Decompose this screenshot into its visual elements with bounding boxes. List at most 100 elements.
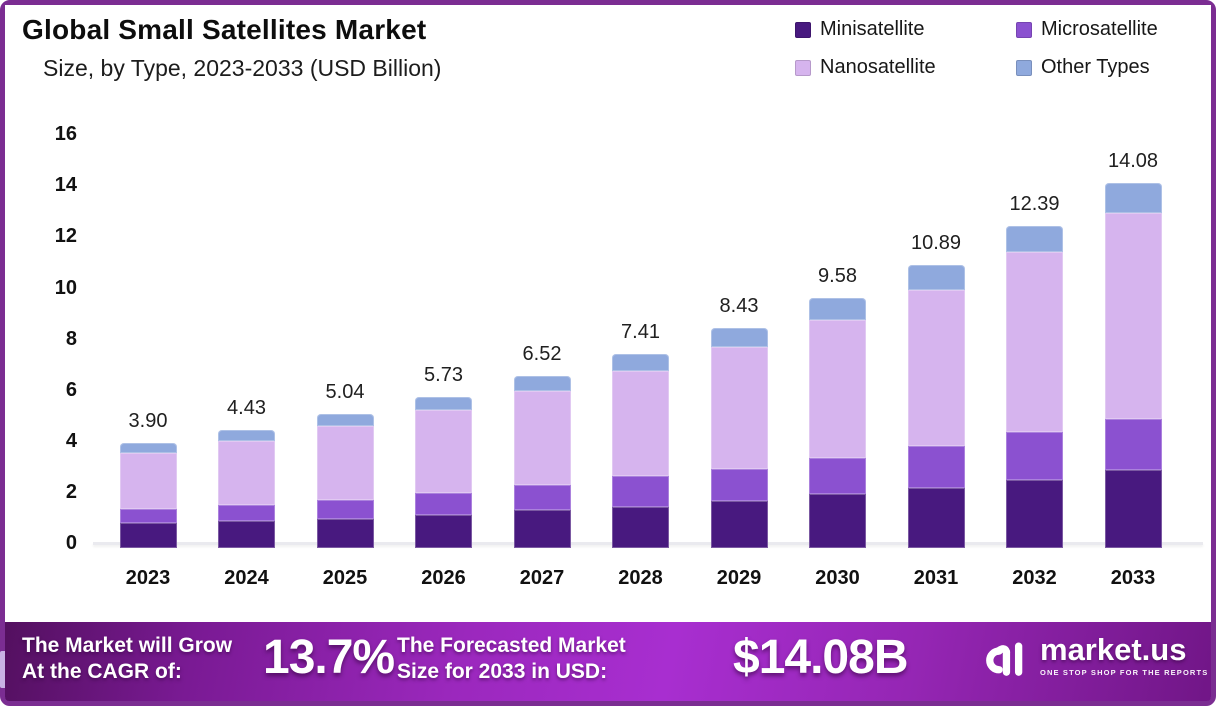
x-axis-tick-label: 2029 [716,567,762,589]
marketus-logo-icon [986,642,1023,676]
bar-segment-microsatellite [1006,432,1063,481]
bar-total-label: 14.08 [1107,150,1159,173]
legend-label: Other Types [1041,56,1150,78]
bar-segment-nanosatellite [809,319,866,459]
bar-segment-minisatellite [809,494,866,548]
legend-swatch-icon [1016,21,1032,38]
stacked-bar-2029 [710,327,768,548]
bar-segment-nanosatellite [316,425,374,500]
bar-segment-microsatellite [612,476,669,508]
page-subtitle: Size, by Type, 2023-2033 (USD Billion) [43,55,442,81]
legend-label: Minisatellite [820,18,925,40]
stacked-bar-2023 [119,443,177,548]
bar-segment-other-types [612,353,669,372]
bar-segment-microsatellite [1104,419,1162,470]
stacked-bar-2025 [316,414,374,548]
bar-segment-nanosatellite [612,371,669,477]
x-axis-tick-label: 2023 [125,567,171,589]
bar-segment-microsatellite [119,508,177,524]
bar-segment-other-types [907,264,965,290]
bar-segment-minisatellite [513,510,571,548]
y-axis-tick-label: 10 [54,276,77,299]
chart-area: Global Small Satellites Market Size, by … [5,5,1211,622]
bar-segment-minisatellite [1006,480,1063,548]
bar-segment-other-types [119,443,177,454]
bar-segment-nanosatellite [1006,251,1063,433]
stacked-bar-2027 [513,376,571,548]
bar-segment-other-types [809,298,866,320]
forecast-value: $14.08B [733,631,908,684]
bar-segment-minisatellite [415,514,472,548]
forecast-caption-line2: Size for 2033 in USD: [397,660,608,683]
stacked-bar-2032 [1006,226,1063,548]
stacked-bar-2028 [612,353,669,548]
footer-banner: The Market will Grow At the CAGR of: 13.… [0,622,1211,701]
bar-segment-other-types [218,429,275,441]
y-axis-tick-label: 0 [65,532,77,554]
forecast-caption-line1: The Forecasted Market [397,634,626,657]
y-axis-tick-label: 14 [54,174,77,197]
bar-total-label: 12.39 [1009,193,1060,216]
bar-segment-microsatellite [907,446,965,489]
bar-segment-minisatellite [218,521,275,548]
x-axis-tick-label: 2032 [1012,567,1057,589]
brand-logo-group: market.us ONE STOP SHOP FOR THE REPORTS [978,634,1208,682]
bar-segment-microsatellite [415,492,472,515]
bar-total-label: 5.73 [424,363,463,386]
bar-segment-other-types [513,376,571,391]
bar-segment-minisatellite [710,501,768,548]
forecast-caption: The Forecasted Market Size for 2033 in U… [397,633,626,685]
bar-total-label: 6.52 [522,343,562,366]
legend-item-microsatellite: Microsatellite [1016,18,1205,41]
y-axis-tick-label: 4 [65,429,77,452]
bar-total-label: 4.43 [227,396,266,419]
legend-swatch-icon [1016,59,1032,76]
bar-total-label: 3.90 [128,410,168,433]
bar-segment-other-types [316,414,374,426]
x-axis-tick-label: 2026 [421,567,466,589]
legend-label: Nanosatellite [820,56,936,78]
y-axis-tick-label: 2 [65,480,77,503]
brand-text-block: market.us ONE STOP SHOP FOR THE REPORTS [1040,632,1209,678]
bar-segment-minisatellite [119,523,177,548]
bar-segment-other-types [415,396,472,411]
page-title: Global Small Satellites Market [22,14,427,45]
legend-swatch-icon [795,21,811,38]
bar-segment-nanosatellite [119,453,177,509]
stacked-bar-2031 [907,264,965,548]
x-axis-tick-label: 2031 [913,567,959,589]
brand-name: market.us [1040,632,1187,667]
bar-segment-microsatellite [809,458,866,495]
stacked-bar-chart: 0 2 4 6 8 10 12 14 16 3.90 2023 4.43 2024 5.04 2025 5.7… [5,5,1211,622]
brand-tagline: ONE STOP SHOP FOR THE REPORTS [1040,668,1209,677]
x-axis-tick-label: 2030 [815,567,860,589]
y-axis-tick-label: 6 [65,378,77,401]
y-axis-tick-label: 12 [54,225,77,248]
legend-item-other-types: Other Types [1016,56,1205,79]
bar-segment-nanosatellite [907,289,965,447]
legend-label: Microsatellite [1041,18,1158,40]
x-axis-tick-label: 2028 [618,567,663,589]
bar-segment-other-types [710,327,768,347]
x-axis-tick-label: 2024 [224,567,269,589]
bar-total-label: 8.43 [719,294,759,317]
stacked-bar-2033 [1104,183,1162,548]
bar-total-label: 9.58 [818,265,857,288]
y-axis-tick-label: 8 [65,327,77,350]
bar-segment-minisatellite [612,507,669,548]
stacked-bar-2024 [218,429,275,548]
legend-item-minisatellite: Minisatellite [795,18,1016,41]
bar-segment-minisatellite [907,488,965,548]
y-axis-tick-label: 16 [54,123,77,146]
bar-segment-microsatellite [218,504,275,522]
x-axis-tick-label: 2025 [322,567,368,589]
stacked-bar-2026 [415,396,472,548]
x-axis-tick-label: 2027 [519,567,565,589]
bar-total-label: 5.04 [325,381,365,404]
bar-segment-nanosatellite [415,410,472,493]
bar-segment-microsatellite [710,468,768,502]
bar-segment-nanosatellite [710,346,768,469]
cagr-value: 13.7% [263,631,395,684]
bar-segment-minisatellite [316,518,374,548]
